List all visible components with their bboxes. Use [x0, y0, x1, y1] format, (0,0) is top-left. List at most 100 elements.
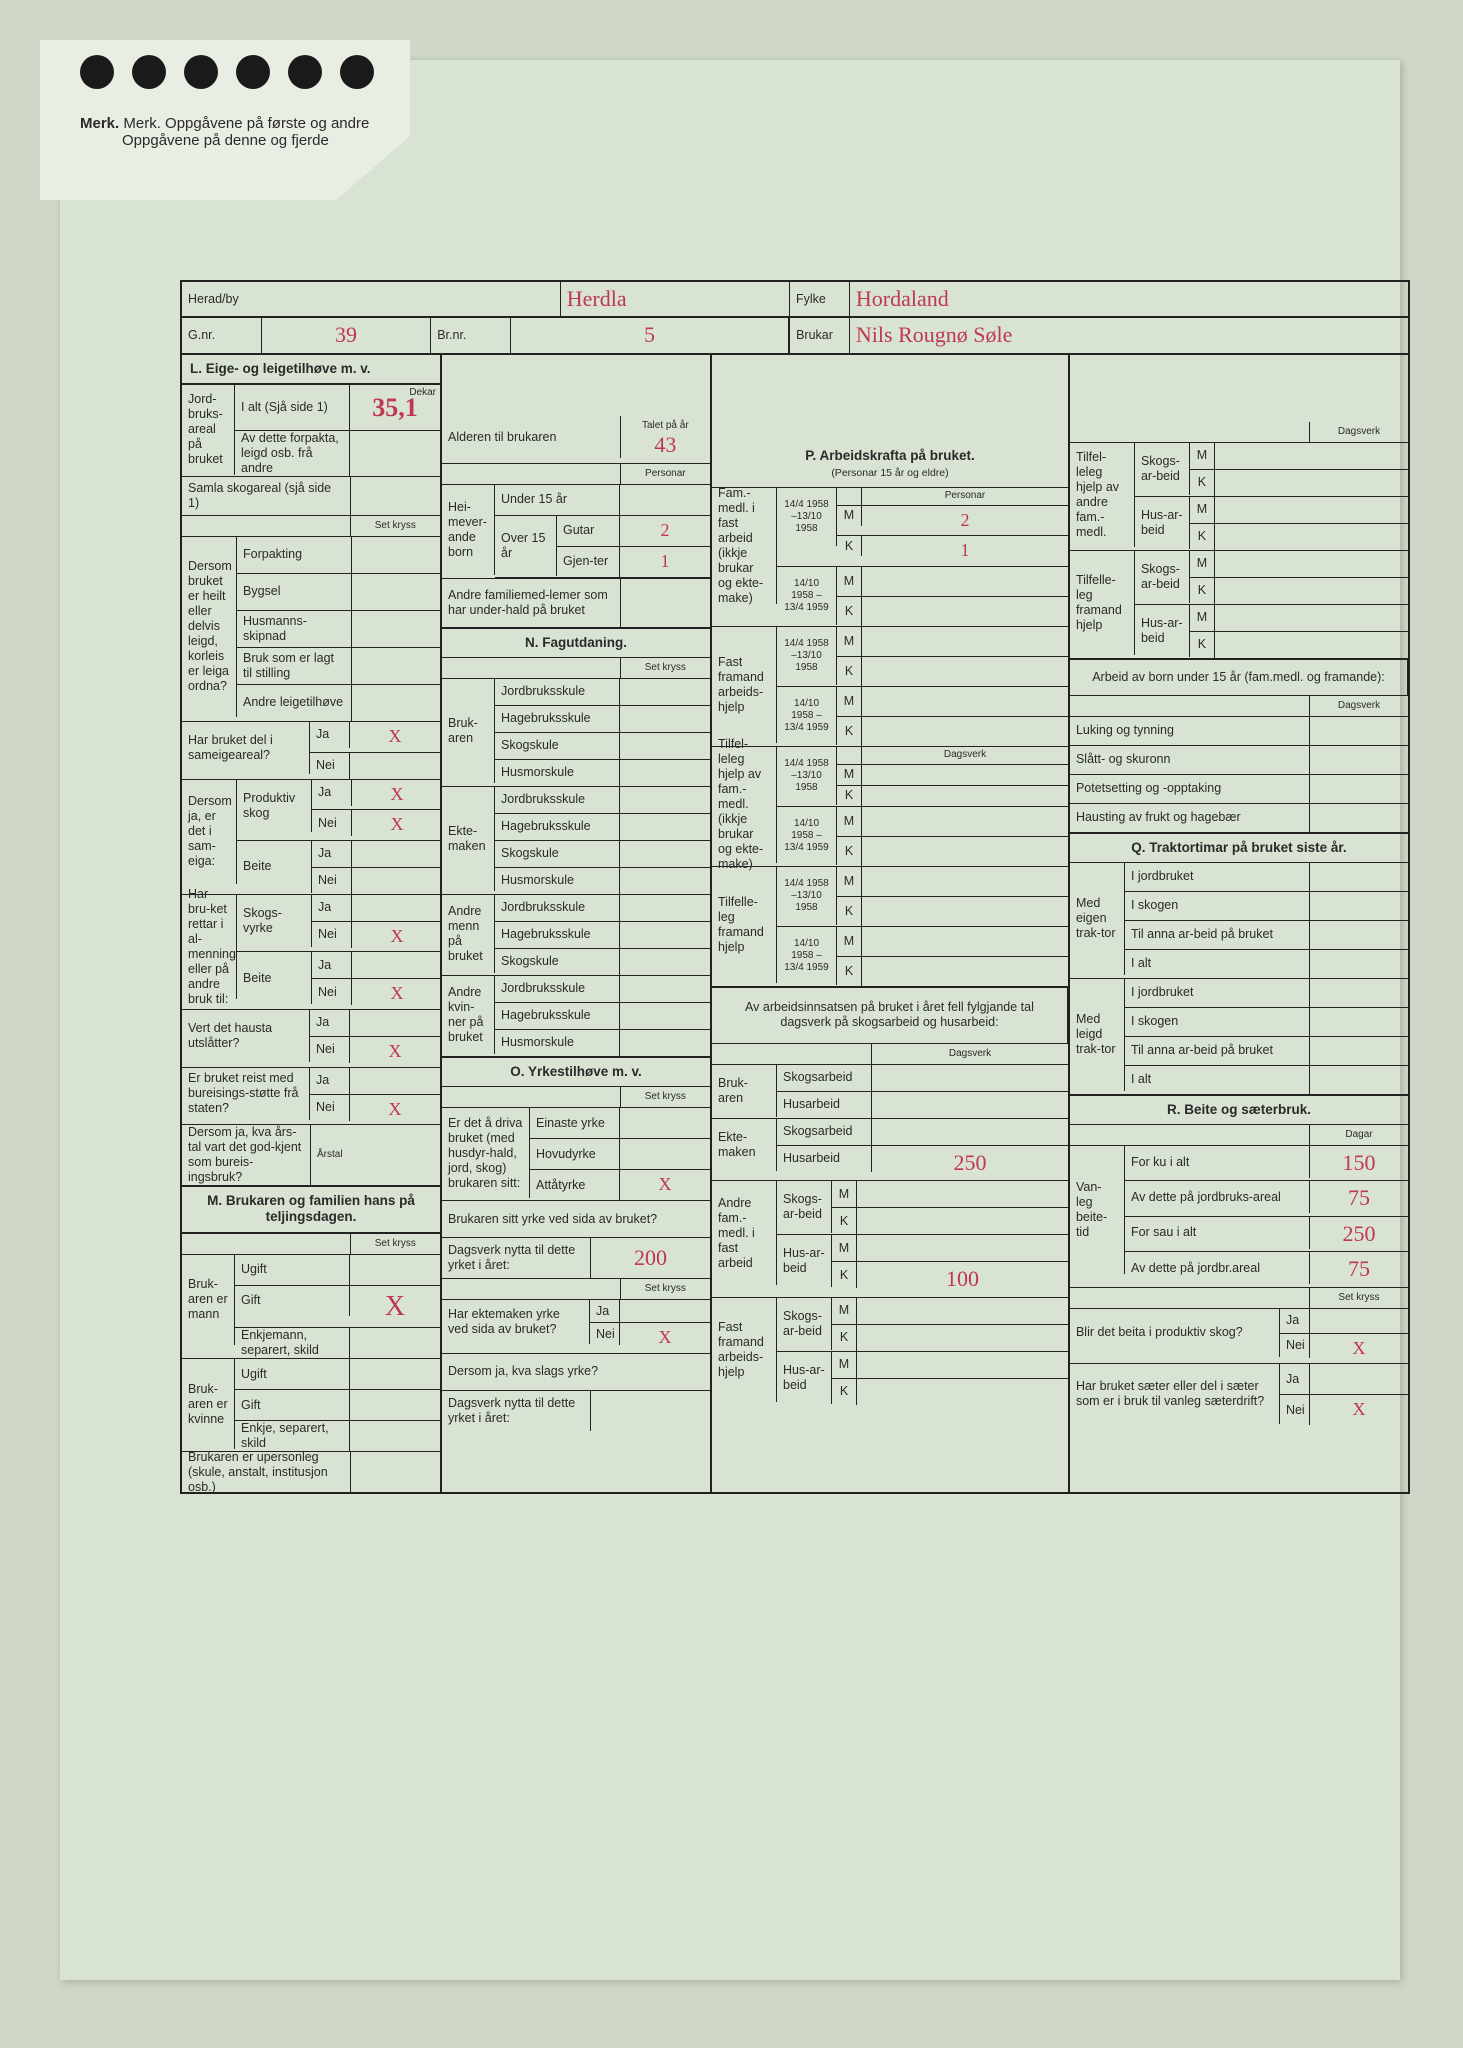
hovud: Hovudyrke	[530, 1139, 620, 1169]
setkryss: Set kryss	[621, 1087, 710, 1107]
k-label: K	[837, 657, 862, 686]
potet: Potetsetting og -opptaking	[1070, 775, 1310, 803]
arstal-label: Årstal	[317, 1149, 434, 1161]
heime-label: Hei-mever-ande born	[442, 485, 495, 575]
avdette-jord-val: 75	[1310, 1181, 1408, 1215]
dagsverk: Dagsverk	[872, 1044, 1068, 1064]
husar: Hus-ar-beid	[777, 1235, 832, 1287]
merk-note: Merk. Merk. Oppgåvene på første og andre…	[80, 115, 369, 149]
period1: 14/4 1958 –13/10 1958	[777, 627, 837, 685]
brnr-value: 5	[511, 318, 790, 352]
prodskog: Produktiv skog	[237, 780, 312, 832]
m-label: M	[837, 807, 862, 836]
herad-label: Herad/by	[188, 292, 554, 307]
n-skog: Skogskule	[495, 949, 620, 975]
dagsverk: Dagsverk	[862, 747, 1068, 764]
beite: Beite	[237, 841, 312, 893]
husarbeid: Husarbeid	[777, 1092, 872, 1118]
dagsverk-label: Dagsverk nytta til dette yrket i året:	[442, 1238, 591, 1278]
avdette-label: Av dette forpakta, leigd osb. frå andre	[235, 431, 350, 476]
utslatter-nei: X	[350, 1037, 440, 1067]
tilfelle-andre: Tilfel-leleg hjelp av andre fam.-medl.	[1070, 443, 1135, 547]
gnr-label: G.nr.	[182, 318, 262, 352]
k-label: K	[837, 536, 862, 556]
forpakting: Forpakting	[237, 537, 352, 573]
saeter-nei: X	[1310, 1395, 1408, 1425]
personar: Personar	[862, 488, 1068, 505]
ja-label: Ja	[1280, 1309, 1310, 1333]
prodskog-nei: X	[352, 810, 442, 840]
m-label: M	[1190, 443, 1215, 469]
andre-husK: 100	[857, 1262, 1068, 1296]
einaste: Einaste yrke	[530, 1108, 620, 1138]
n-husmor: Husmorskule	[495, 868, 620, 894]
period1: 14/4 1958 –13/10 1958	[777, 747, 837, 805]
binder-hole	[340, 55, 374, 89]
personar-label: Personar	[621, 464, 710, 484]
bruksom: Bruk som er lagt til stilling	[237, 648, 352, 684]
section-M-title: M. Brukaren og familien hans på teljings…	[182, 1187, 440, 1233]
n-brukaren: Bruk-aren	[442, 679, 495, 783]
ja-label: Ja	[310, 1010, 350, 1036]
m-label: M	[837, 927, 862, 956]
m-label: M	[837, 567, 862, 596]
nei-label: Nei	[310, 1037, 350, 1063]
setkryss: Set kryss	[621, 658, 710, 678]
n-husmor: Husmorskule	[495, 760, 620, 786]
gjenter-val: 1	[620, 547, 710, 577]
slatt: Slått- og skuronn	[1070, 746, 1310, 774]
fam-m1: 2	[862, 506, 1068, 536]
sameige-ja-x: X	[350, 722, 440, 752]
k-label: K	[837, 837, 862, 866]
husarbeid: Husarbeid	[777, 1146, 872, 1172]
section-R-title: R. Beite og sæterbruk.	[1070, 1096, 1408, 1125]
section-O-title: O. Yrkestilhøve m. v.	[442, 1058, 710, 1087]
m-label: M	[837, 627, 862, 656]
enkje: Enkje, separert, skild	[235, 1421, 350, 1451]
dersom-yrke: Dersom ja, kva slags yrke?	[442, 1354, 710, 1390]
alder-value: 43	[654, 432, 676, 458]
forku-val: 150	[1310, 1146, 1408, 1180]
avdette-jord2: Av dette på jordbr.areal	[1125, 1252, 1310, 1284]
m-label: M	[837, 765, 862, 785]
nei-label: Nei	[590, 1323, 620, 1345]
p-fastframand: Fast framand arbeids-hjelp	[712, 627, 777, 743]
nei-label: Nei	[1280, 1395, 1310, 1425]
k-label: K	[1190, 524, 1215, 550]
attat-x: X	[620, 1170, 710, 1200]
n-ektemaken: Ekte-maken	[442, 787, 495, 891]
brukaren-kvinne: Bruk-aren er kvinne	[182, 1359, 235, 1449]
n-jordbruk: Jordbruksskule	[495, 679, 620, 705]
ja-label: Ja	[312, 780, 352, 806]
ekte-yrke-q: Har ektemaken yrke ved sida av bruket?	[442, 1300, 590, 1344]
ekte-nei-x: X	[620, 1323, 710, 1353]
brukaren-mann: Bruk-aren er mann	[182, 1255, 235, 1345]
dersom-ja-label: Dersom ja, er det i sam-eiga:	[182, 780, 237, 884]
husar: Hus-ar-beid	[777, 1352, 832, 1404]
k-label: K	[832, 1262, 857, 1288]
hausting: Hausting av frukt og hagebær	[1070, 804, 1310, 832]
andre-leige: Andre leigetilhøve	[237, 685, 352, 721]
dagsverk2-label: Dagsverk nytta til dette yrket i året:	[442, 1391, 591, 1431]
dersom-leiga-label: Dersom bruket er heilt eller delvis leig…	[182, 537, 237, 717]
fylke-value: Hordaland	[850, 282, 1408, 316]
utslatter-q: Vert det hausta utslåtter?	[182, 1010, 310, 1062]
ja-label: Ja	[310, 722, 350, 748]
setkryss: Set kryss	[1310, 1288, 1408, 1308]
skogsvyrke: Skogs-vyrke	[237, 895, 312, 947]
arbeid-born: Arbeid av born under 15 år (fam.medl. og…	[1070, 660, 1408, 696]
forku: For ku i alt	[1125, 1146, 1310, 1178]
q-skogen: I skogen	[1125, 1008, 1310, 1036]
p-fastframand2: Fast framand arbeids-hjelp	[712, 1298, 777, 1402]
section-Q-title: Q. Traktortimar på bruket siste år.	[1070, 834, 1408, 863]
luking: Luking og tynning	[1070, 717, 1310, 745]
m-label: M	[1190, 605, 1215, 631]
skogsvyrke-nei: X	[352, 922, 442, 952]
bygsel: Bygsel	[237, 574, 352, 610]
brukrettar-q: Har bru-ket rettar i al-menning eller på…	[182, 895, 237, 999]
merk-line1: Merk. Oppgåvene på første og andre	[123, 115, 369, 132]
enkjemann: Enkjemann, separert, skild	[235, 1328, 350, 1358]
p-brukaren: Bruk-aren	[712, 1065, 777, 1117]
under15: Under 15 år	[495, 485, 620, 515]
ja-label: Ja	[312, 895, 352, 921]
